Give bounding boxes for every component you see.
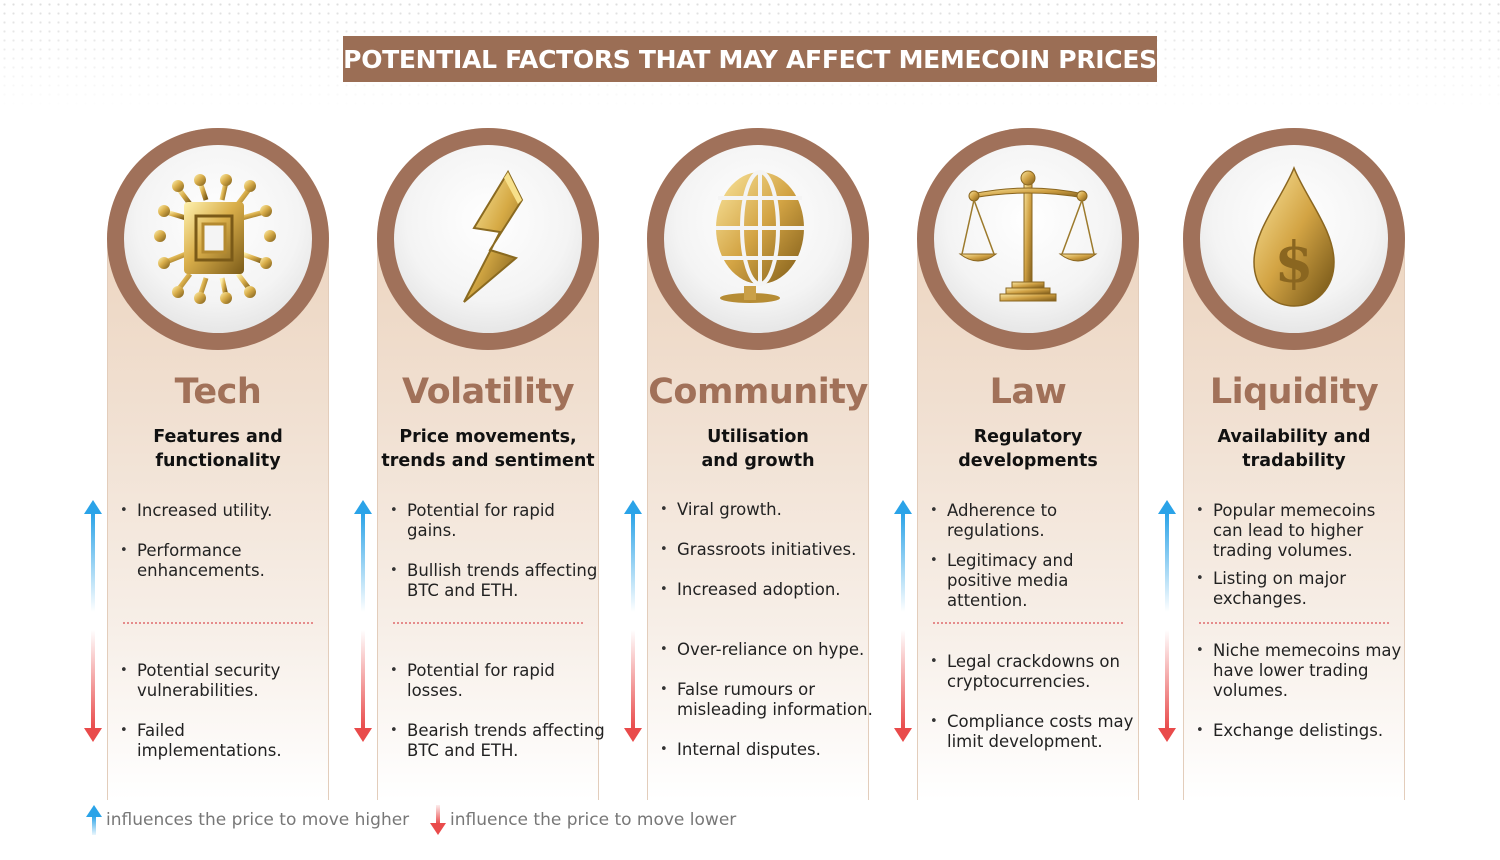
negative-factors-list: Legal crackdowns on cryptocurrencies. Co… [917,652,1153,752]
factor-subheading: Features and functionality [95,425,341,473]
icon-ring [107,128,329,350]
list-item: Popular memecoins can lead to higher tra… [1183,501,1393,561]
scales-of-justice-icon [958,170,1098,302]
subheading-line: trends and sentiment [381,451,595,471]
legend-up-label: influences the price to move higher [106,810,410,830]
list-item: Niche memecoins may have lower trading v… [1183,641,1423,701]
list-item: Viral growth. [647,500,897,520]
list-item: Potential for rapid losses. [377,661,567,701]
up-arrow-icon [1158,500,1176,612]
factor-column-community: Community Utilisation and growth Viral g… [624,128,873,800]
up-arrow-icon [894,500,912,612]
up-arrow-icon [624,500,642,612]
icon-ring [647,128,869,350]
legend-down: influence the price to move lower [430,805,736,835]
negative-factors-list: Potential security vulnerabilities. Fail… [107,661,343,761]
positive-factors-list: Popular memecoins can lead to higher tra… [1183,501,1419,609]
factor-heading: Community [648,372,868,412]
down-arrow-icon [624,630,642,742]
positive-factors-list: Viral growth. Grassroots initiatives. In… [647,500,883,600]
negative-factors-list: Over-reliance on hype. False rumours or … [647,640,883,760]
list-item: Bullish trends affecting BTC and ETH. [377,561,607,601]
list-item: Grassroots initiatives. [647,540,897,560]
list-item: Bearish trends affecting BTC and ETH. [377,721,617,761]
subheading-line: and growth [701,451,815,471]
subheading-line: Utilisation [707,427,809,447]
factor-heading: Law [989,372,1067,412]
icon-ring: $ [1183,128,1405,350]
list-item: Listing on major exchanges. [1183,569,1393,609]
list-item: Adherence to regulations. [917,501,1107,541]
list-item: Legitimacy and positive media attention. [917,551,1107,611]
positive-factors-list: Adherence to regulations. Legitimacy and… [917,501,1153,611]
down-arrow-icon [354,630,372,742]
down-arrow-icon [430,805,446,835]
lightning-bolt-icon [463,169,524,303]
subheading-line: Availability and [1217,427,1371,447]
list-item: False rumours or misleading information. [647,680,901,720]
legend-down-label: influence the price to move lower [450,810,737,830]
microchip-icon [154,174,276,304]
subheading-line: functionality [155,451,281,471]
factor-column-liquidity: $ Liquidity Availability and tradability… [1158,128,1405,800]
list-item: Legal crackdowns on cryptocurrencies. [917,652,1147,692]
list-item: Performance enhancements. [107,541,287,581]
down-arrow-icon [84,630,102,742]
up-arrow-icon [354,500,372,612]
negative-factors-list: Potential for rapid losses. Bearish tren… [377,661,613,761]
factor-subheading: Availability and tradability [1171,425,1417,473]
icon-ring [377,128,599,350]
list-item: Potential for rapid gains. [377,501,567,541]
down-arrow-icon [1158,630,1176,742]
factor-column-tech: Tech Features and functionality Increase… [84,128,329,800]
dotted-divider [1199,622,1389,624]
up-arrow-icon [86,805,102,835]
page-title: POTENTIAL FACTORS THAT MAY AFFECT MEMECO… [343,36,1157,82]
down-arrow-icon [894,630,912,742]
list-item: Failed implementations. [107,721,297,761]
icon-ring [917,128,1139,350]
dollar-drop-icon: $ [1253,165,1335,307]
list-item: Potential security vulnerabilities. [107,661,297,701]
factor-heading: Volatility [401,372,575,412]
svg-text:$: $ [1275,230,1314,296]
subheading-line: tradability [1242,451,1346,471]
factor-subheading: Regulatory developments [905,425,1151,473]
factor-heading: Liquidity [1209,372,1379,412]
list-item: Internal disputes. [647,740,901,760]
list-item: Increased utility. [107,501,287,521]
legend-up: influences the price to move higher [86,805,409,835]
factor-column-volatility: Volatility Price movements, trends and s… [354,128,605,800]
factor-column-law: Law Regulatory developments Adherence to… [894,128,1139,800]
positive-factors-list: Potential for rapid gains. Bullish trend… [377,501,613,601]
positive-factors-list: Increased utility. Performance enhanceme… [107,501,343,581]
dotted-divider [393,622,583,624]
factor-subheading: Price movements, trends and sentiment [365,425,611,473]
up-arrow-icon [84,500,102,612]
factor-heading: Tech [174,372,262,412]
subheading-line: Price movements, [399,427,577,447]
list-item: Increased adoption. [647,580,897,600]
list-item: Compliance costs may limit development. [917,712,1167,752]
list-item: Over-reliance on hype. [647,640,901,660]
negative-factors-list: Niche memecoins may have lower trading v… [1183,641,1419,741]
globe-icon [716,170,804,303]
subheading-line: developments [958,451,1098,471]
dotted-divider [123,622,313,624]
dotted-divider [933,622,1123,624]
subheading-line: Features and [153,427,283,447]
factor-subheading: Utilisation and growth [635,425,881,473]
subheading-line: Regulatory [973,427,1083,447]
list-item: Exchange delistings. [1183,721,1423,741]
